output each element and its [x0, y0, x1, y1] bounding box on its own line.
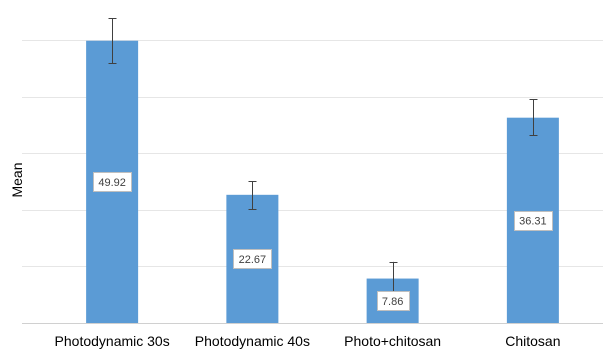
x-tick-label: Chitosan	[505, 333, 560, 349]
data-label-box	[233, 249, 272, 269]
data-label: 36.31	[519, 215, 547, 227]
data-label-box	[93, 172, 132, 192]
x-tick-label: Photodynamic 30s	[55, 333, 170, 349]
y-axis-title: Mean	[9, 162, 25, 197]
error-bars	[108, 18, 538, 296]
data-label: 7.86	[382, 296, 403, 308]
data-label-box	[514, 211, 553, 231]
data-label: 22.67	[239, 254, 267, 266]
bars	[86, 40, 559, 323]
x-tick-label: Photodynamic 40s	[195, 333, 310, 349]
x-tick-label: Photo+chitosan	[344, 333, 441, 349]
data-labels: 49.92 22.67 7.86 36.31	[93, 172, 553, 311]
data-label: 49.92	[98, 177, 126, 189]
data-label-box	[377, 291, 410, 311]
x-tick-labels: Photodynamic 30s Photodynamic 40s Photo+ch…	[55, 333, 561, 349]
